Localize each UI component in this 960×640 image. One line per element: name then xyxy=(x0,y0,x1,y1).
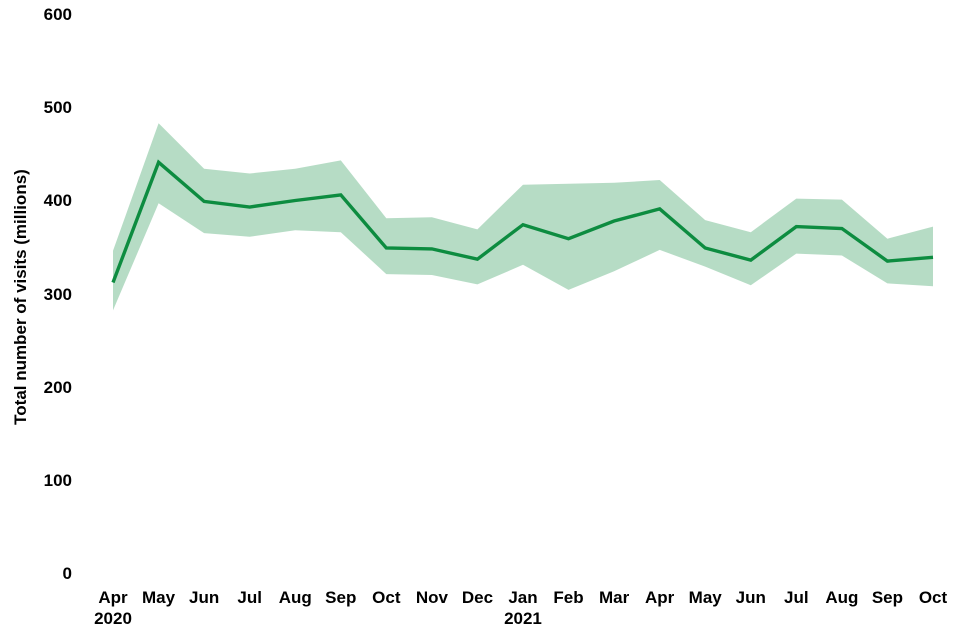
y-tick-label: 200 xyxy=(43,377,72,397)
x-month-label: Sep xyxy=(871,588,904,607)
x-month-label: Apr xyxy=(645,588,675,607)
x-month-label: Dec xyxy=(461,588,494,607)
y-tick-label: 500 xyxy=(43,98,72,118)
x-month-label: Feb xyxy=(553,588,584,607)
x-year-label: 2020 xyxy=(94,609,132,628)
x-month-label: Jul xyxy=(784,588,809,607)
x-month-label: Mar xyxy=(598,588,630,607)
visits-line xyxy=(111,159,934,284)
x-month-label: Jun xyxy=(735,588,766,607)
confidence-band xyxy=(113,123,933,311)
x-month-label: Jan xyxy=(508,588,538,607)
x-month-label: Apr xyxy=(98,588,128,607)
x-month-label: Sep xyxy=(325,588,357,607)
x-month-label: Aug xyxy=(825,588,859,607)
x-month-label: Jul xyxy=(237,588,262,607)
x-month-label: May xyxy=(142,588,176,607)
x-year-label: 2021 xyxy=(504,609,542,628)
x-month-label: May xyxy=(688,588,722,607)
y-tick-label: 600 xyxy=(43,5,72,25)
y-tick-label: 400 xyxy=(43,191,72,211)
x-month-label: Aug xyxy=(278,588,312,607)
y-tick-label: 300 xyxy=(43,284,72,304)
y-tick-label: 100 xyxy=(43,470,72,490)
y-tick-label: 0 xyxy=(62,564,72,584)
x-month-label: Jun xyxy=(188,588,220,607)
x-month-label: Oct xyxy=(918,588,948,607)
x-month-label: Oct xyxy=(372,588,401,607)
x-month-label: Nov xyxy=(415,588,448,607)
